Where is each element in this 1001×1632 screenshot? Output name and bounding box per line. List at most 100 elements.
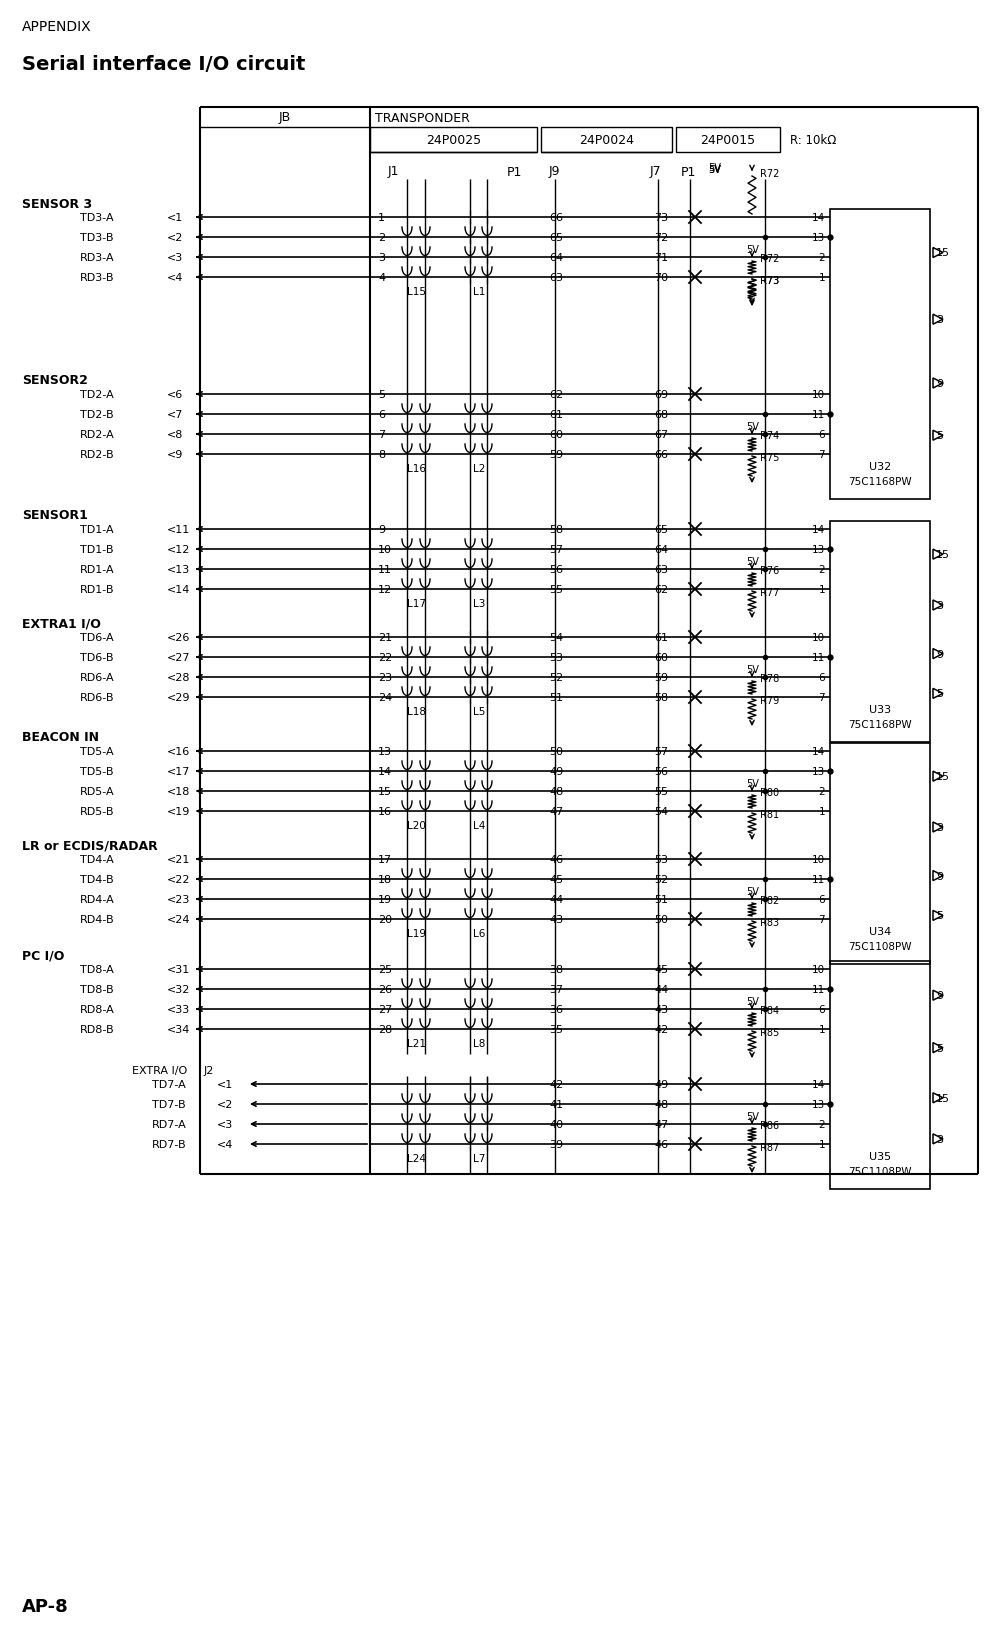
Text: 13: 13: [812, 545, 825, 555]
Text: 50: 50: [654, 914, 668, 924]
Text: 35: 35: [549, 1025, 563, 1035]
Text: 2: 2: [819, 1120, 825, 1129]
Text: <26: <26: [167, 633, 190, 643]
Text: SENSOR2: SENSOR2: [22, 374, 88, 387]
Text: 26: 26: [378, 984, 392, 994]
Text: R: 10kΩ: R: 10kΩ: [790, 134, 837, 147]
Text: SENSOR1: SENSOR1: [22, 509, 88, 522]
Text: R83: R83: [760, 917, 779, 927]
Text: 10: 10: [812, 965, 825, 974]
Text: 6: 6: [819, 894, 825, 904]
Text: 45: 45: [549, 875, 564, 885]
Text: 52: 52: [549, 672, 564, 682]
Text: RD5-B: RD5-B: [80, 806, 114, 816]
Text: 62: 62: [549, 390, 564, 400]
Text: L21: L21: [406, 1038, 425, 1048]
Text: 11: 11: [812, 653, 825, 663]
Text: EXTRA I/O: EXTRA I/O: [132, 1066, 187, 1075]
Text: 13: 13: [378, 746, 392, 757]
Text: L4: L4: [472, 821, 485, 831]
Text: 20: 20: [378, 914, 392, 924]
Text: 60: 60: [654, 653, 668, 663]
Text: 14: 14: [812, 746, 825, 757]
Text: 15: 15: [378, 787, 392, 796]
Text: 5V: 5V: [746, 778, 759, 788]
Text: 47: 47: [549, 806, 564, 816]
Text: 58: 58: [549, 524, 564, 535]
Text: L15: L15: [406, 287, 425, 297]
Text: 16: 16: [378, 806, 392, 816]
Text: 64: 64: [654, 545, 668, 555]
Text: 22: 22: [378, 653, 392, 663]
Text: 10: 10: [812, 633, 825, 643]
Text: <22: <22: [167, 875, 190, 885]
Text: R76: R76: [760, 566, 779, 576]
Text: TD6-B: TD6-B: [80, 653, 113, 663]
Text: 54: 54: [549, 633, 564, 643]
Text: R74: R74: [760, 431, 779, 441]
Text: 7: 7: [378, 429, 385, 439]
Text: 1: 1: [819, 806, 825, 816]
Text: 14: 14: [812, 524, 825, 535]
Text: <8: <8: [167, 429, 183, 439]
Text: 15: 15: [936, 1093, 950, 1103]
Text: R73: R73: [760, 276, 779, 286]
Text: 10: 10: [812, 855, 825, 865]
Text: 9: 9: [936, 379, 943, 388]
Text: RD3-A: RD3-A: [80, 253, 115, 263]
Text: R86: R86: [760, 1120, 779, 1131]
Text: TD7-A: TD7-A: [152, 1079, 186, 1089]
Text: 14: 14: [812, 212, 825, 224]
Text: 5V: 5V: [746, 997, 759, 1007]
Text: 7: 7: [819, 692, 825, 702]
Text: 55: 55: [549, 584, 563, 594]
Text: 5: 5: [936, 689, 943, 698]
Text: 10: 10: [378, 545, 392, 555]
Text: RD5-A: RD5-A: [80, 787, 115, 796]
Text: 10: 10: [812, 390, 825, 400]
Text: 25: 25: [378, 965, 392, 974]
Text: R85: R85: [760, 1028, 779, 1038]
Text: <1: <1: [217, 1079, 233, 1089]
Text: 5: 5: [936, 911, 943, 920]
Text: L18: L18: [406, 707, 425, 716]
Text: 46: 46: [654, 1139, 668, 1149]
Text: <12: <12: [167, 545, 190, 555]
Text: 62: 62: [654, 584, 668, 594]
Text: RD7-B: RD7-B: [152, 1139, 186, 1149]
Text: RD1-A: RD1-A: [80, 565, 115, 574]
Text: 27: 27: [378, 1004, 392, 1015]
Text: 5V: 5V: [746, 557, 759, 566]
Text: TD3-B: TD3-B: [80, 233, 113, 243]
Text: J2: J2: [204, 1066, 214, 1075]
Text: 14: 14: [812, 1079, 825, 1089]
Text: 63: 63: [654, 565, 668, 574]
Text: 5V: 5V: [746, 1111, 759, 1121]
Text: R72: R72: [760, 255, 780, 264]
Text: 67: 67: [654, 429, 668, 439]
Text: TD1-B: TD1-B: [80, 545, 113, 555]
Text: 9: 9: [936, 871, 943, 881]
Text: 57: 57: [654, 746, 668, 757]
Text: TD2-B: TD2-B: [80, 410, 114, 419]
Text: <14: <14: [167, 584, 190, 594]
Text: TD5-A: TD5-A: [80, 746, 114, 757]
Text: 43: 43: [549, 914, 564, 924]
Text: R87: R87: [760, 1142, 779, 1152]
Text: U33: U33: [869, 705, 891, 715]
Text: J7: J7: [650, 165, 662, 178]
Text: <16: <16: [167, 746, 190, 757]
Bar: [830, 211, 930, 499]
Text: L8: L8: [472, 1038, 485, 1048]
Text: RD6-A: RD6-A: [80, 672, 115, 682]
Text: R72: R72: [760, 168, 780, 180]
Text: 75C1168PW: 75C1168PW: [848, 477, 912, 486]
Text: 49: 49: [549, 767, 564, 777]
Text: <19: <19: [167, 806, 190, 816]
Text: L2: L2: [472, 463, 485, 473]
Text: LR or ECDIS/RADAR: LR or ECDIS/RADAR: [22, 839, 158, 852]
Text: 15: 15: [936, 772, 950, 782]
Text: RD1-B: RD1-B: [80, 584, 114, 594]
Text: <2: <2: [167, 233, 183, 243]
Text: 54: 54: [654, 806, 668, 816]
